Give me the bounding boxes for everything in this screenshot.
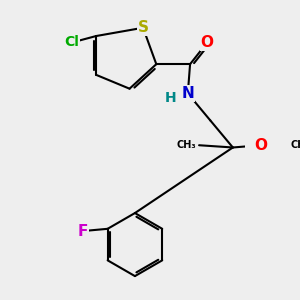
Text: N: N <box>182 86 194 101</box>
Text: CH₃: CH₃ <box>291 140 300 150</box>
Text: S: S <box>137 20 148 35</box>
Text: H: H <box>165 91 176 105</box>
Text: CH₃: CH₃ <box>177 140 196 150</box>
Text: O: O <box>254 138 267 153</box>
Text: O: O <box>201 35 214 50</box>
Text: F: F <box>78 224 88 238</box>
Text: Cl: Cl <box>64 35 80 50</box>
